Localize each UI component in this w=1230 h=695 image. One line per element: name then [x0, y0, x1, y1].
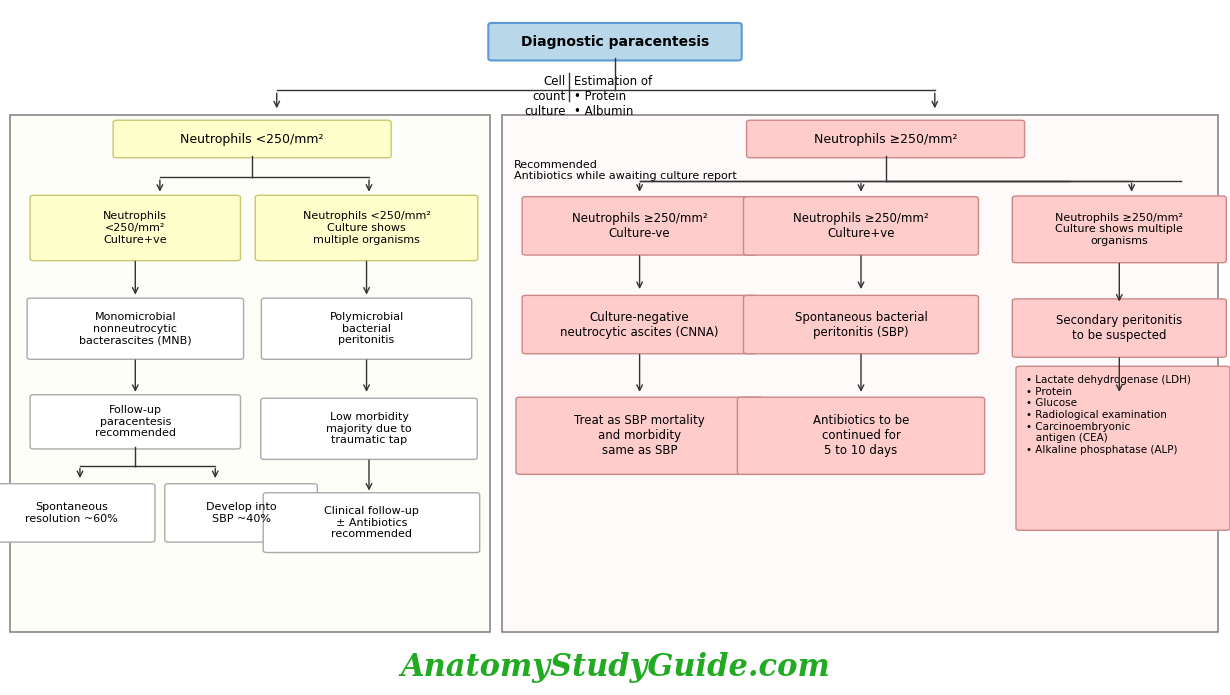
FancyBboxPatch shape: [737, 398, 984, 474]
Text: Neutrophils ≥250/mm²
Culture-ve: Neutrophils ≥250/mm² Culture-ve: [572, 212, 707, 240]
Text: Develop into
SBP ~40%: Develop into SBP ~40%: [205, 502, 277, 524]
FancyBboxPatch shape: [488, 23, 742, 60]
FancyBboxPatch shape: [743, 197, 978, 255]
Text: Neutrophils <250/mm²: Neutrophils <250/mm²: [181, 133, 323, 145]
FancyBboxPatch shape: [517, 398, 763, 474]
Text: Monomicrobial
nonneutrocytic
bacterascites (MNB): Monomicrobial nonneutrocytic bacterascit…: [79, 312, 192, 345]
Text: Diagnostic paracentesis: Diagnostic paracentesis: [520, 35, 710, 49]
FancyBboxPatch shape: [261, 298, 471, 359]
FancyBboxPatch shape: [522, 295, 756, 354]
Text: Spontaneous bacterial
peritonitis (SBP): Spontaneous bacterial peritonitis (SBP): [795, 311, 927, 338]
Text: Neutrophils
<250/mm²
Culture+ve: Neutrophils <250/mm² Culture+ve: [103, 211, 167, 245]
FancyBboxPatch shape: [743, 295, 978, 354]
Text: Low morbidity
majority due to
traumatic tap: Low morbidity majority due to traumatic …: [326, 412, 412, 445]
Text: Cell
count
culture: Cell count culture: [524, 75, 566, 118]
FancyBboxPatch shape: [0, 484, 155, 542]
Text: Neutrophils <250/mm²
Culture shows
multiple organisms: Neutrophils <250/mm² Culture shows multi…: [303, 211, 430, 245]
FancyBboxPatch shape: [30, 395, 241, 449]
FancyBboxPatch shape: [1016, 366, 1230, 530]
FancyBboxPatch shape: [27, 298, 244, 359]
FancyBboxPatch shape: [1012, 299, 1226, 357]
Text: Estimation of
• Protein
• Albumin: Estimation of • Protein • Albumin: [574, 75, 653, 118]
Text: Follow-up
paracentesis
recommended: Follow-up paracentesis recommended: [95, 405, 176, 439]
Text: Recommended
Antibiotics while awaiting culture report: Recommended Antibiotics while awaiting c…: [514, 160, 737, 181]
Text: • Lactate dehydrogenase (LDH)
• Protein
• Glucose
• Radiological examination
• C: • Lactate dehydrogenase (LDH) • Protein …: [1026, 375, 1191, 455]
FancyBboxPatch shape: [261, 398, 477, 459]
Text: Neutrophils ≥250/mm²: Neutrophils ≥250/mm²: [814, 133, 957, 145]
FancyBboxPatch shape: [30, 195, 241, 261]
Text: Treat as SBP mortality
and morbidity
same as SBP: Treat as SBP mortality and morbidity sam…: [574, 414, 705, 457]
Text: AnatomyStudyGuide.com: AnatomyStudyGuide.com: [400, 652, 830, 682]
FancyBboxPatch shape: [113, 120, 391, 158]
FancyBboxPatch shape: [165, 484, 317, 542]
FancyBboxPatch shape: [263, 493, 480, 553]
FancyBboxPatch shape: [10, 115, 490, 632]
FancyBboxPatch shape: [522, 197, 756, 255]
Text: Clinical follow-up
± Antibiotics
recommended: Clinical follow-up ± Antibiotics recomme…: [323, 506, 419, 539]
Text: Antibiotics to be
continued for
5 to 10 days: Antibiotics to be continued for 5 to 10 …: [813, 414, 909, 457]
FancyBboxPatch shape: [1012, 196, 1226, 263]
FancyBboxPatch shape: [256, 195, 477, 261]
Text: Culture-negative
neutrocytic ascites (CNNA): Culture-negative neutrocytic ascites (CN…: [561, 311, 718, 338]
Text: Neutrophils ≥250/mm²
Culture shows multiple
organisms: Neutrophils ≥250/mm² Culture shows multi…: [1055, 213, 1183, 246]
FancyBboxPatch shape: [502, 115, 1218, 632]
Text: Neutrophils ≥250/mm²
Culture+ve: Neutrophils ≥250/mm² Culture+ve: [793, 212, 929, 240]
Text: Polymicrobial
bacterial
peritonitis: Polymicrobial bacterial peritonitis: [330, 312, 403, 345]
FancyBboxPatch shape: [747, 120, 1025, 158]
Text: Spontaneous
resolution ~60%: Spontaneous resolution ~60%: [25, 502, 118, 524]
Text: Secondary peritonitis
to be suspected: Secondary peritonitis to be suspected: [1057, 314, 1182, 342]
